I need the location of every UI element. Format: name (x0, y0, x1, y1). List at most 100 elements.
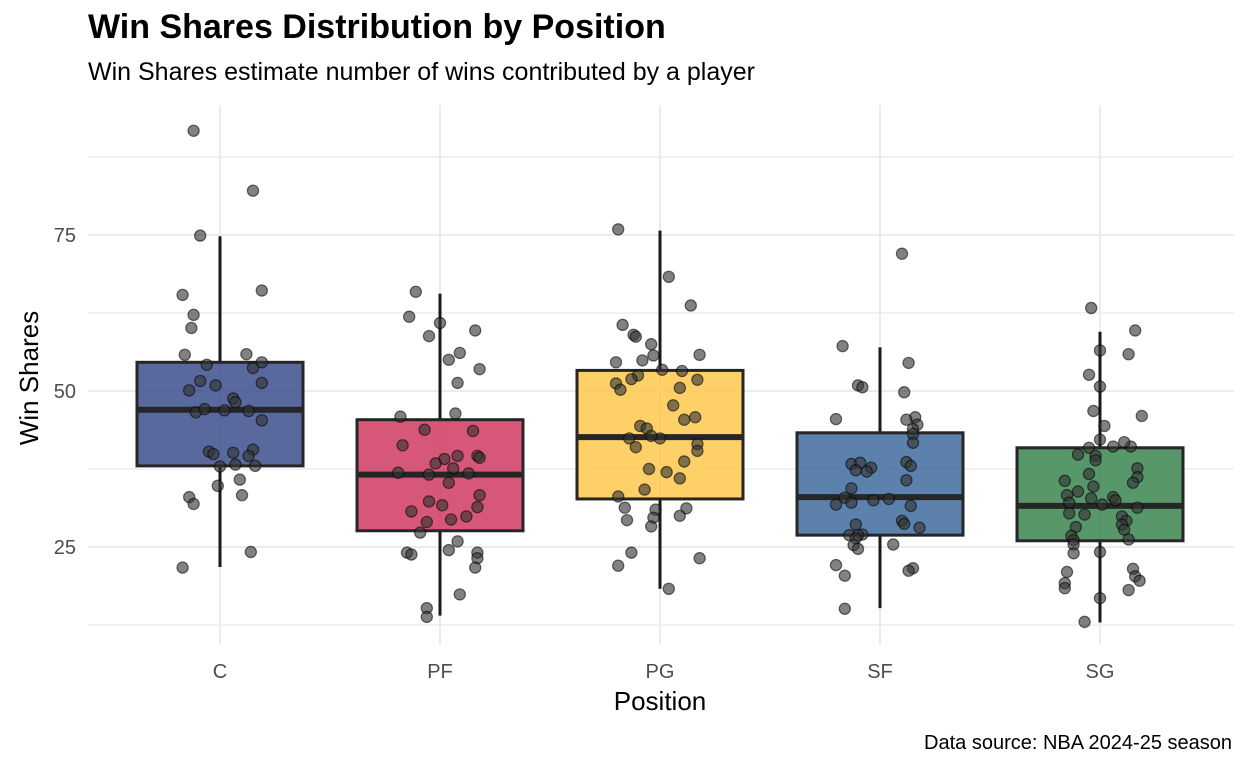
data-point-sg (1117, 523, 1131, 536)
data-point-sg (1082, 441, 1096, 454)
data-point-pg (645, 520, 658, 533)
data-point-sf (836, 339, 849, 353)
data-point-sf (829, 412, 843, 426)
data-point-pg (625, 372, 638, 386)
data-point-sg (1093, 545, 1107, 559)
data-point-sg (1131, 501, 1144, 514)
data-point-sg (1093, 433, 1107, 446)
data-point-pf (447, 462, 460, 475)
data-point-sf (829, 558, 843, 572)
data-point-pg (673, 381, 687, 395)
data-point-sf (856, 381, 869, 394)
data-point-pf (392, 466, 405, 479)
data-point-c (229, 458, 242, 471)
data-point-pg (693, 552, 706, 565)
data-point-pf (420, 515, 433, 529)
data-point-sg (1062, 507, 1076, 520)
data-point-c (255, 356, 268, 369)
data-point-pf (414, 526, 427, 539)
data-point-sf (887, 538, 900, 551)
data-point-pf (462, 467, 475, 480)
data-point-sg (1095, 498, 1109, 511)
data-point-pg (662, 582, 676, 596)
data-point-sg (1078, 615, 1091, 629)
data-point-pf (420, 610, 433, 624)
data-point-pg (636, 354, 649, 367)
data-point-pf (394, 410, 407, 423)
data-point-pf (442, 353, 455, 366)
x-tick-label-sg: SG (1086, 661, 1115, 683)
data-point-pf (473, 489, 486, 502)
data-point-c (178, 348, 191, 362)
x-tick-label-pg: PG (646, 661, 675, 683)
y-tick-label: 50 (54, 381, 76, 403)
data-point-sg (1093, 344, 1107, 357)
data-point-pg (656, 363, 669, 376)
data-point-c (244, 545, 257, 559)
data-point-pg (629, 330, 643, 343)
data-point-c (198, 402, 211, 416)
data-point-sf (845, 482, 858, 495)
data-point-c (246, 184, 260, 197)
data-point-pg (693, 348, 706, 362)
data-point-sg (1106, 440, 1120, 453)
data-point-pg (675, 364, 689, 378)
data-point-sf (845, 496, 858, 509)
data-point-c (255, 376, 268, 390)
data-point-sg (1122, 347, 1135, 361)
data-point-c (193, 229, 207, 242)
data-point-sf (829, 498, 843, 511)
chart-title: Win Shares Distribution by Position (88, 8, 666, 46)
data-point-sf (906, 436, 920, 449)
data-point-pf (422, 495, 436, 508)
data-point-pg (662, 270, 676, 284)
x-tick-label-sf: SF (867, 661, 893, 683)
data-point-pg (609, 356, 623, 369)
data-point-sg (1082, 368, 1096, 381)
data-point-sg (1071, 448, 1085, 461)
data-point-pf (409, 285, 422, 298)
data-point-sg (1071, 485, 1085, 498)
data-point-c (176, 561, 189, 574)
data-point-sf (849, 464, 863, 477)
data-point-sf (882, 492, 896, 506)
data-point-pf (473, 451, 486, 464)
data-point-c (248, 459, 262, 473)
data-point-pf (436, 498, 449, 512)
data-point-pg (642, 462, 656, 476)
data-point-c (213, 460, 227, 473)
box-sf (795, 431, 965, 537)
data-point-c (226, 446, 240, 459)
data-point-pf (405, 505, 418, 518)
data-point-pg (689, 411, 702, 424)
x-tick-label-c: C (213, 661, 227, 683)
data-point-c (242, 449, 255, 463)
data-point-pf (405, 548, 418, 561)
y-tick-label: 25 (54, 537, 76, 559)
data-point-pg (638, 483, 651, 496)
data-point-pg (612, 223, 625, 236)
data-point-pg (612, 559, 625, 572)
data-point-sg (1133, 574, 1146, 587)
data-point-pg (645, 429, 658, 443)
data-point-pf (396, 439, 409, 452)
data-point-pf (453, 588, 466, 601)
data-point-sg (1117, 435, 1131, 449)
data-point-pg (612, 490, 625, 503)
data-point-pf (422, 329, 436, 343)
data-point-sf (838, 569, 852, 582)
data-point-pf (466, 424, 480, 438)
data-point-pf (418, 423, 431, 436)
y-tick-label: 75 (54, 225, 76, 247)
data-point-pf (469, 561, 482, 574)
chart-subtitle: Win Shares estimate number of wins contr… (88, 58, 755, 86)
data-point-sg (1087, 404, 1100, 418)
data-point-sf (851, 542, 865, 556)
data-point-sf (898, 386, 911, 399)
data-point-sg (1078, 508, 1091, 521)
point-layer (176, 124, 1149, 629)
data-point-pf (469, 324, 482, 337)
data-point-sf (900, 413, 913, 426)
data-point-sf (867, 494, 880, 507)
data-point-sf (900, 474, 913, 487)
